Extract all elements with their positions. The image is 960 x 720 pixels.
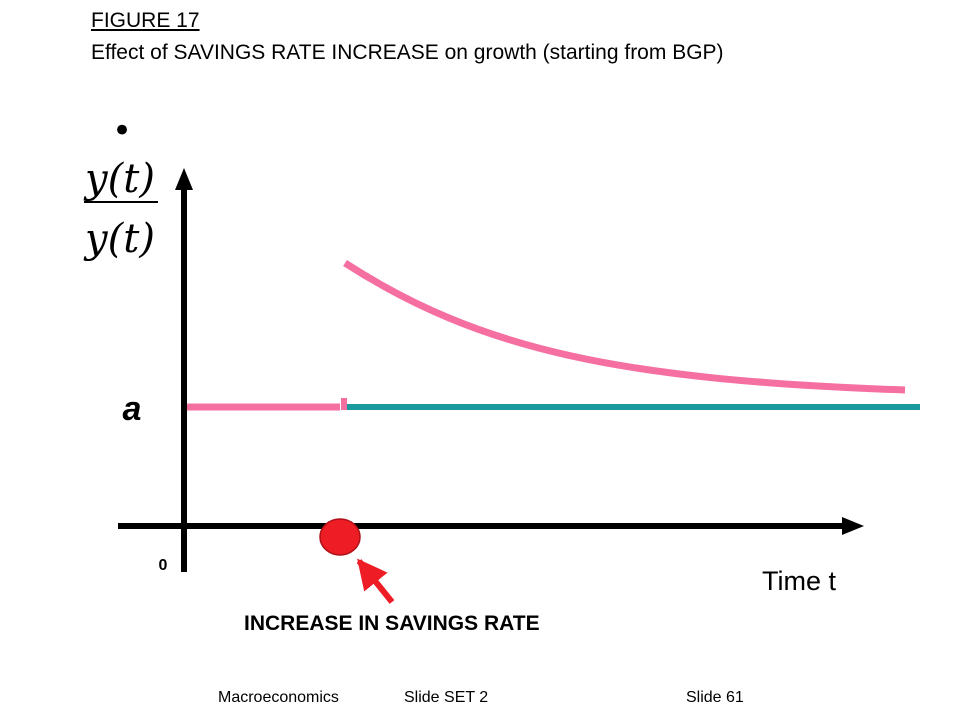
y-axis-numerator: y(t) — [83, 156, 155, 202]
figure-title: FIGURE 17 — [91, 9, 200, 32]
figure-subtitle: Effect of SAVINGS RATE INCREASE on growt… — [91, 41, 724, 64]
x-axis-label: Time t — [762, 566, 836, 596]
level-label-a: a — [123, 390, 142, 428]
savings-increase-marker — [319, 518, 361, 556]
footer-slide-set: Slide SET 2 — [404, 689, 489, 706]
y-axis-dot: • — [112, 111, 132, 151]
savings-increase-arrow — [356, 558, 395, 604]
footer-course: Macroeconomics — [218, 689, 339, 706]
footer-slide-number: Slide 61 — [686, 689, 744, 706]
origin-label: 0 — [159, 557, 168, 574]
x-axis-arrowhead — [842, 517, 864, 535]
savings-increase-label: INCREASE IN SAVINGS RATE — [244, 612, 540, 635]
y-axis-denominator: y(t) — [83, 216, 155, 262]
y-axis-arrowhead — [175, 168, 193, 190]
growth-path-after — [343, 260, 906, 394]
